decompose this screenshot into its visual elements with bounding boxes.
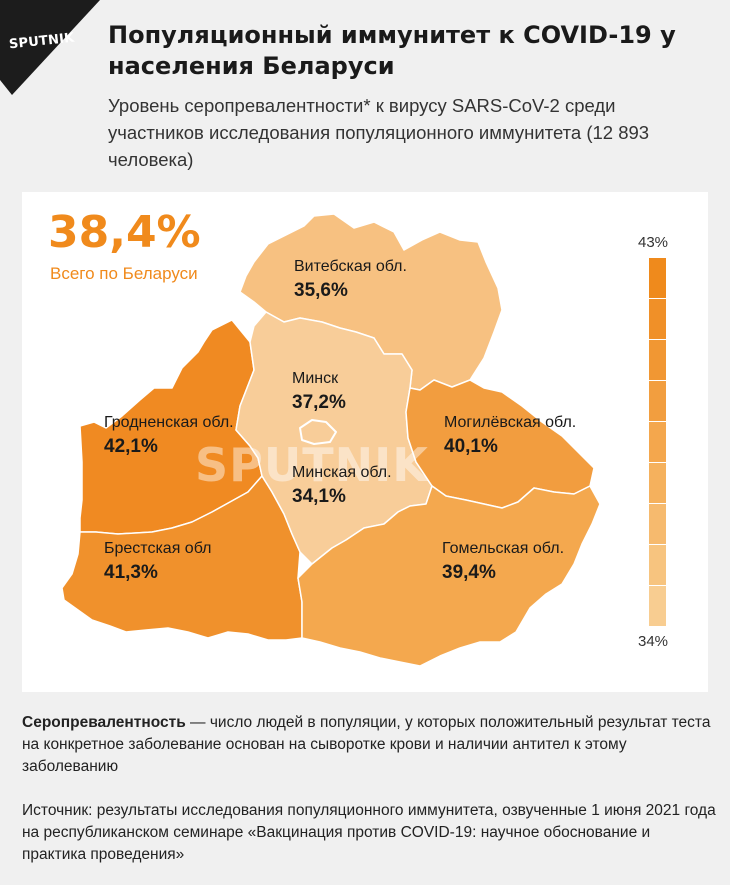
definition-note: Серопревалентность — число людей в попул… bbox=[22, 712, 718, 778]
color-scale bbox=[649, 258, 666, 626]
scale-step bbox=[649, 504, 666, 544]
page-subtitle: Уровень серопревалентности* к вирусу SAR… bbox=[108, 95, 650, 170]
region-value: 39,4% bbox=[442, 562, 496, 583]
scale-step bbox=[649, 545, 666, 585]
source-note: Источник: результаты исследования популя… bbox=[22, 802, 716, 863]
sputnik-logo: SPUTNIK bbox=[0, 0, 110, 100]
scale-step bbox=[649, 258, 666, 298]
region-name: Брестская обл bbox=[104, 540, 212, 557]
region-value: 35,6% bbox=[294, 280, 348, 301]
region-gomel[interactable] bbox=[297, 485, 601, 667]
region-name: Витебская обл. bbox=[294, 258, 407, 275]
region-name: Гродненская обл. bbox=[104, 414, 234, 431]
scale-step bbox=[649, 422, 666, 462]
label-gomel: Гомельская обл. 39,4% bbox=[442, 538, 564, 586]
page-title: Популяционный иммунитет к COVID-19 у нас… bbox=[108, 21, 676, 80]
sputnik-watermark: SPUTNIK bbox=[195, 438, 429, 492]
region-value: 41,3% bbox=[104, 562, 158, 583]
scale-step bbox=[649, 463, 666, 503]
label-minsk-region: Минская обл. 34,1% bbox=[292, 462, 392, 510]
region-name: Минская обл. bbox=[292, 464, 392, 481]
scale-step bbox=[649, 340, 666, 380]
definition-term: Серопревалентность bbox=[22, 714, 186, 731]
scale-step bbox=[649, 381, 666, 421]
region-value: 40,1% bbox=[444, 436, 498, 457]
scale-step bbox=[649, 586, 666, 626]
label-mogilev: Могилёвская обл. 40,1% bbox=[444, 412, 576, 460]
label-minsk-city: Минск 37,2% bbox=[292, 368, 346, 416]
total-value: 38,4% bbox=[48, 207, 201, 258]
label-grodno: Гродненская обл. 42,1% bbox=[104, 412, 234, 460]
definition-text: — число людей в популяции, у которых пол… bbox=[22, 714, 711, 775]
scale-step bbox=[649, 299, 666, 339]
scale-max-label: 43% bbox=[638, 234, 669, 251]
label-brest: Брестская обл 41,3% bbox=[104, 538, 211, 586]
region-value: 34,1% bbox=[292, 486, 346, 507]
label-vitebsk: Витебская обл. 35,6% bbox=[294, 256, 407, 304]
region-value: 37,2% bbox=[292, 392, 346, 413]
region-name: Могилёвская обл. bbox=[444, 414, 577, 431]
total-label: Всего по Беларуси bbox=[50, 264, 198, 283]
region-name: Минск bbox=[292, 370, 339, 387]
scale-min-label: 34% bbox=[638, 633, 669, 650]
region-brest[interactable] bbox=[61, 475, 303, 641]
region-value: 42,1% bbox=[104, 436, 158, 457]
belarus-map bbox=[61, 213, 601, 667]
region-minsk-city[interactable] bbox=[299, 419, 337, 445]
region-name: Гомельская обл. bbox=[442, 540, 565, 557]
